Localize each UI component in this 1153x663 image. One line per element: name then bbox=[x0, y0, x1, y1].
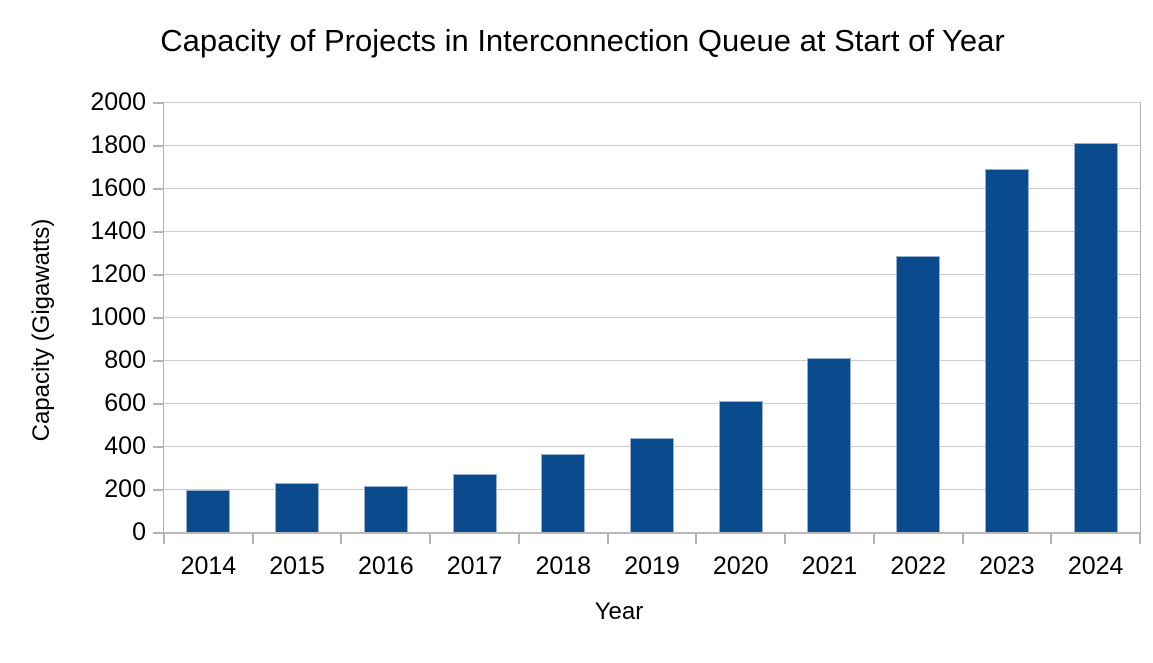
y-axis-tick bbox=[153, 488, 164, 491]
x-tick-label-2017: 2017 bbox=[446, 552, 503, 580]
x-axis-tick bbox=[1139, 534, 1141, 544]
y-tick-label-2000: 2000 bbox=[90, 88, 146, 116]
y-tick-label-1000: 1000 bbox=[90, 303, 146, 331]
y-axis-title: Capacity (Gigawatts) bbox=[28, 218, 55, 442]
x-axis-tick bbox=[962, 534, 964, 544]
gridline-800 bbox=[164, 360, 1140, 361]
y-tick-label-1200: 1200 bbox=[90, 260, 146, 288]
gridline-2000 bbox=[164, 102, 1140, 103]
bar-2024 bbox=[1073, 142, 1118, 532]
bar-2023 bbox=[984, 168, 1029, 532]
x-axis-tick bbox=[1050, 534, 1052, 544]
x-axis-tick bbox=[695, 534, 697, 544]
x-axis-tick bbox=[518, 534, 520, 544]
y-axis-tick bbox=[153, 187, 164, 190]
gridline-1600 bbox=[164, 188, 1140, 189]
x-axis-tick bbox=[607, 534, 609, 544]
x-tick-label-2020: 2020 bbox=[712, 552, 769, 580]
bar-2021 bbox=[807, 357, 852, 532]
x-tick-label-2014: 2014 bbox=[180, 552, 237, 580]
x-tick-label-2021: 2021 bbox=[801, 552, 858, 580]
gridline-600 bbox=[164, 403, 1140, 404]
y-axis-tick bbox=[153, 445, 164, 448]
gridline-1200 bbox=[164, 274, 1140, 275]
bar-2015 bbox=[275, 482, 320, 532]
y-axis-tick bbox=[153, 273, 164, 276]
bar-2020 bbox=[718, 400, 763, 532]
x-tick-label-2023: 2023 bbox=[979, 552, 1035, 580]
bar-2017 bbox=[452, 473, 497, 532]
y-tick-label-0: 0 bbox=[132, 518, 146, 546]
gridline-1400 bbox=[164, 231, 1140, 232]
bar-2022 bbox=[896, 255, 941, 532]
x-axis-tick bbox=[873, 534, 875, 544]
y-axis-tick bbox=[153, 144, 164, 147]
gridline-1000 bbox=[164, 317, 1140, 318]
x-axis-title: Year bbox=[594, 598, 644, 625]
x-tick-label-2016: 2016 bbox=[358, 552, 414, 580]
x-tick-label-2019: 2019 bbox=[624, 552, 680, 580]
y-axis-tick bbox=[153, 230, 164, 233]
y-axis-tick bbox=[153, 316, 164, 319]
y-axis-tick bbox=[153, 531, 164, 534]
bar-2018 bbox=[541, 453, 586, 532]
chart-title: Capacity of Projects in Interconnection … bbox=[160, 23, 1005, 58]
y-tick-label-400: 400 bbox=[104, 432, 146, 460]
bar-2014 bbox=[186, 490, 231, 532]
bar-2016 bbox=[363, 485, 408, 532]
x-tick-label-2018: 2018 bbox=[535, 552, 592, 580]
y-axis-tick bbox=[153, 402, 164, 405]
x-axis-tick bbox=[252, 534, 254, 544]
x-axis-tick bbox=[784, 534, 786, 544]
x-tick-label-2015: 2015 bbox=[269, 552, 325, 580]
y-tick-label-1800: 1800 bbox=[90, 131, 146, 159]
y-tick-label-1400: 1400 bbox=[90, 217, 146, 245]
y-axis-tick bbox=[153, 101, 164, 104]
plot-area: 0 200 400 600 800 1000 1200 1400 1600 1800 2000 201… bbox=[90, 89, 1141, 579]
y-tick-label-800: 800 bbox=[104, 346, 146, 374]
gridline-1800 bbox=[164, 145, 1140, 146]
x-axis-tick bbox=[429, 534, 431, 544]
bar-2019 bbox=[630, 438, 674, 532]
x-tick-label-2022: 2022 bbox=[890, 552, 946, 580]
x-tick-label-2024: 2024 bbox=[1067, 552, 1124, 580]
y-tick-label-200: 200 bbox=[104, 475, 146, 503]
x-axis-tick bbox=[340, 534, 342, 544]
x-axis-tick bbox=[163, 534, 165, 544]
y-tick-label-1600: 1600 bbox=[90, 174, 146, 202]
y-axis-tick bbox=[153, 359, 164, 362]
y-tick-label-600: 600 bbox=[104, 389, 146, 417]
